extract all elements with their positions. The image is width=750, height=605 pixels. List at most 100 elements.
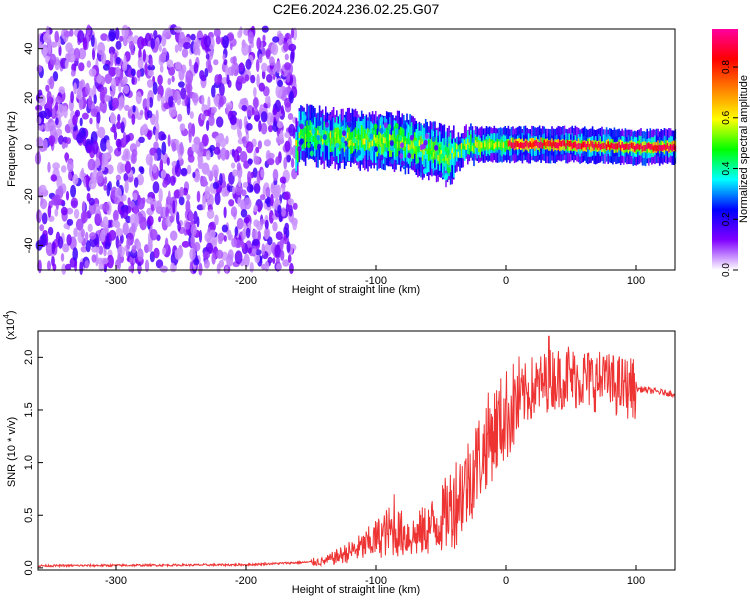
spectrogram-cell <box>78 47 87 60</box>
spectrogram-cell <box>423 139 428 146</box>
spectrogram-cells <box>34 24 677 276</box>
spectrogram-cell <box>663 143 666 150</box>
spectrogram-cell <box>65 207 74 215</box>
spectrogram-cell <box>618 141 620 148</box>
spectrogram-cell <box>117 113 121 123</box>
spectrogram-cell <box>490 141 492 147</box>
spectrogram-cell <box>288 90 294 104</box>
spectrogram-cell <box>370 140 372 147</box>
spectrogram-cell <box>232 169 238 177</box>
spectrogram-cell <box>206 168 211 177</box>
spectrogram-cell <box>365 133 368 140</box>
spectrogram-cell <box>443 174 448 181</box>
spectrogram-cell <box>198 156 204 168</box>
spectrogram-cell <box>242 182 249 188</box>
spectrogram-cell <box>255 59 260 72</box>
spectrogram-cell <box>339 138 341 145</box>
spectrogram-cell <box>459 144 461 150</box>
spectrogram-cell <box>275 60 281 74</box>
spectrogram-cell <box>668 145 670 152</box>
spectrogram-cell <box>85 231 89 242</box>
spectrogram-cell <box>228 199 235 207</box>
spectrogram-cell <box>280 250 285 261</box>
spectrogram-cell <box>190 224 197 237</box>
spectrogram-cell <box>130 49 135 56</box>
spectrogram-cell <box>359 134 361 141</box>
spectrogram-cell <box>443 144 446 167</box>
spectrogram-cell <box>230 206 238 217</box>
spectrogram-cell <box>477 146 480 152</box>
spectrogram-cell <box>621 142 623 148</box>
spectrogram-cell <box>128 265 134 273</box>
spectrogram-cell <box>243 197 252 210</box>
spectrogram-cell <box>407 132 410 154</box>
spectrogram-cell <box>66 137 71 145</box>
spectrogram-cell <box>144 259 150 273</box>
spectrogram-x-tick-label: -300 <box>105 275 127 287</box>
spectrogram-cell <box>153 30 158 39</box>
spectrogram-cell <box>160 133 167 141</box>
spectrogram-cell <box>287 113 294 120</box>
spectrogram-cell <box>261 69 266 80</box>
spectrogram-cell <box>266 74 273 83</box>
spectrogram-cell <box>477 140 480 151</box>
spectrogram-cell <box>403 123 408 130</box>
spectrogram-cell <box>66 218 74 226</box>
spectrogram-cell <box>124 134 131 143</box>
spectrogram-cell <box>52 71 59 82</box>
spectrogram-cell <box>566 140 569 152</box>
spectrogram-cell <box>275 156 280 166</box>
spectrogram-cell <box>152 163 158 174</box>
spectrogram-cell <box>137 248 144 262</box>
spectrogram-cell <box>429 148 432 155</box>
spectrogram-cell <box>548 140 550 147</box>
spectrogram-cell <box>373 123 378 130</box>
spectrogram-cell <box>100 257 109 265</box>
spectrogram-cell <box>295 140 297 146</box>
spectrogram-cell <box>576 143 578 150</box>
spectrogram-cell <box>60 253 65 262</box>
spectrogram-cell <box>329 132 332 139</box>
spectrogram-cell <box>161 247 167 256</box>
spectrogram-cell <box>662 145 664 151</box>
spectrogram-cell <box>70 69 76 77</box>
spectrogram-cell <box>47 205 52 218</box>
spectrogram-cell <box>139 166 145 175</box>
spectrogram-cell <box>257 140 262 150</box>
spectrogram-cell <box>529 141 531 148</box>
spectrogram-cell <box>222 35 230 49</box>
spectrogram-cell <box>185 70 194 84</box>
spectrogram-cell <box>241 42 249 56</box>
spectrogram-cell <box>268 210 274 224</box>
spectrogram-cell <box>61 141 66 150</box>
spectrogram-cell <box>218 96 224 108</box>
spectrogram-cell <box>604 142 606 149</box>
spectrogram-cell <box>513 142 516 149</box>
spectrogram-cell <box>327 114 332 121</box>
spectrogram-cell <box>351 132 354 139</box>
spectrogram-cell <box>255 249 262 256</box>
spectrogram-cell <box>660 145 662 151</box>
spectrogram-cell <box>128 40 135 51</box>
spectrogram-cell <box>287 198 295 206</box>
spectrogram-cell <box>172 200 176 214</box>
spectrogram-cell <box>571 143 574 149</box>
spectrogram-cell <box>260 111 268 123</box>
spectrogram-cell <box>426 148 428 155</box>
spectrogram-cell <box>434 148 436 155</box>
spectrogram-cell <box>212 181 219 190</box>
spectrogram-cell <box>268 124 273 133</box>
spectrogram-cell <box>205 150 211 161</box>
snr-x-tick-label: -100 <box>365 575 387 587</box>
spectrogram-cell <box>394 122 399 129</box>
spectrogram-cell <box>462 144 464 156</box>
spectrogram-cell <box>173 91 178 104</box>
spectrogram-cell <box>549 140 552 147</box>
spectrogram-cell <box>251 248 257 255</box>
spectrogram-cell <box>243 253 250 268</box>
spectrogram-cell <box>385 125 388 148</box>
spectrogram-cell <box>96 111 101 124</box>
spectrogram-cell <box>431 150 433 157</box>
spectrogram-cell <box>72 247 78 261</box>
spectrogram-cell <box>376 135 379 142</box>
